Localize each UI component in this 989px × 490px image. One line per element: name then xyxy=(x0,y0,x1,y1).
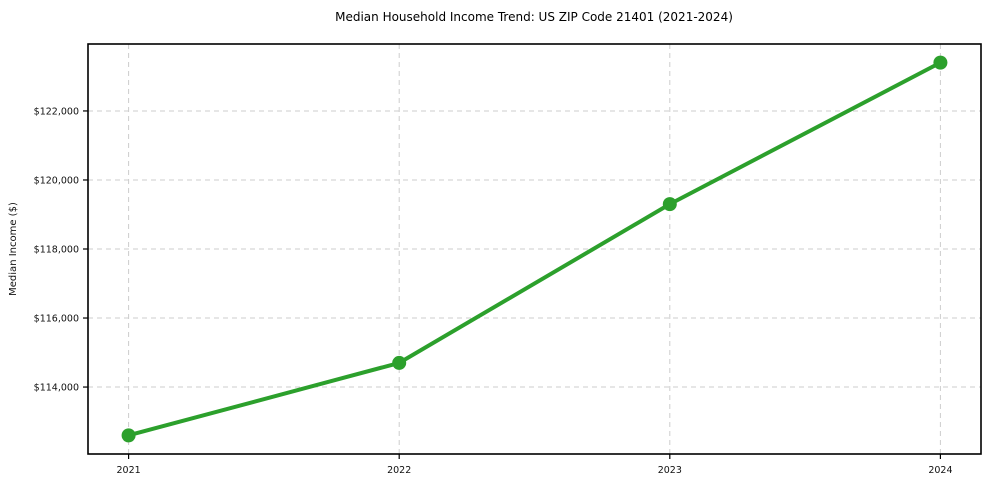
y-tick-label: $122,000 xyxy=(34,106,79,117)
y-tick-label: $116,000 xyxy=(34,313,79,324)
data-series-layer xyxy=(121,55,948,443)
y-tick-label: $120,000 xyxy=(34,175,79,186)
x-tick-label: 2022 xyxy=(387,465,411,476)
data-point xyxy=(933,55,948,70)
x-tick-label: 2023 xyxy=(658,465,682,476)
data-point xyxy=(121,428,136,443)
grid-layer xyxy=(88,44,981,454)
data-line xyxy=(128,60,942,438)
y-tick-label: $114,000 xyxy=(34,382,79,393)
x-tick-label: 2024 xyxy=(928,465,952,476)
y-tick-label: $118,000 xyxy=(34,244,79,255)
data-point xyxy=(392,355,407,370)
chart-title: Median Household Income Trend: US ZIP Co… xyxy=(335,10,733,24)
data-point xyxy=(662,197,677,212)
axis-layer: $114,000 $116,000 $118,000 $120,000 $122,000… xyxy=(34,43,982,476)
x-tick-label: 2021 xyxy=(116,465,140,476)
plot-border xyxy=(87,43,982,455)
y-axis-label: Median Income ($) xyxy=(8,202,19,296)
